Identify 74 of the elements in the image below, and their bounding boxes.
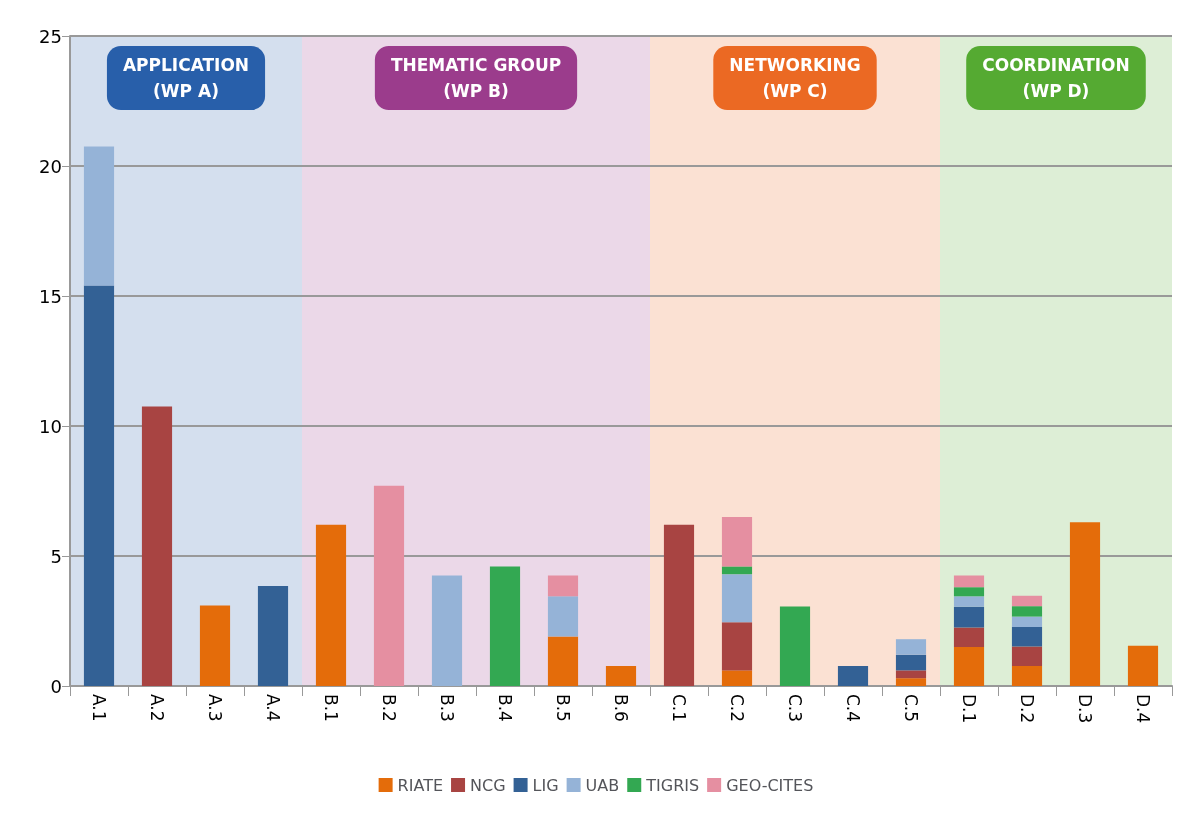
x-tick-label: D.4 (1133, 694, 1153, 724)
bar (721, 670, 753, 686)
x-tick-label: A.2 (147, 694, 167, 722)
y-tick-label: 10 (39, 415, 62, 437)
bar (547, 636, 579, 686)
bar (895, 670, 927, 679)
y-tick-label: 0 (50, 675, 62, 697)
bar (141, 406, 173, 686)
bar (83, 146, 115, 286)
legend-label: RIATE (397, 775, 444, 795)
band-label: NETWORKING (WP C) (729, 55, 861, 101)
bar (895, 654, 927, 671)
bar (779, 606, 811, 686)
x-tick-label: C.4 (843, 694, 863, 723)
x-tick-label: B.4 (495, 694, 515, 722)
x-tick-label: B.6 (611, 694, 631, 722)
y-tick-label: 20 (39, 155, 62, 177)
x-tick-label: B.5 (553, 694, 573, 722)
x-tick-label: B.1 (321, 694, 341, 722)
bar (431, 575, 463, 686)
bar (721, 574, 753, 623)
bar (721, 622, 753, 671)
bar (83, 285, 115, 686)
bar (953, 647, 985, 686)
legend-label: UAB (585, 775, 620, 795)
y-tick-label: 15 (39, 285, 62, 307)
bar (663, 524, 695, 686)
bar (257, 585, 289, 686)
x-tick-label: B.3 (437, 694, 457, 722)
legend-label: TIGRIS (645, 775, 700, 795)
legend-label: LIG (532, 775, 559, 795)
bar (1011, 606, 1043, 617)
x-tick-label: C.2 (727, 694, 747, 723)
bar (1011, 626, 1043, 647)
bar (1011, 595, 1043, 607)
bar (1011, 646, 1043, 666)
bar (315, 524, 347, 686)
x-tick-label: C.3 (785, 694, 805, 723)
x-tick-label: C.5 (901, 694, 921, 723)
bar (953, 587, 985, 597)
bar (1127, 645, 1159, 686)
y-tick-label: 25 (39, 25, 62, 47)
x-tick-label: A.3 (205, 694, 225, 722)
bar (1011, 665, 1043, 686)
bar (489, 566, 521, 686)
x-tick-label: B.2 (379, 694, 399, 722)
band-label: COORDINATION (WP D) (982, 55, 1130, 101)
band-label: THEMATIC GROUP (WP B) (390, 55, 562, 101)
x-tick-label: A.1 (89, 694, 109, 722)
band-label: APPLICATION (WP A) (122, 55, 250, 101)
x-tick-label: D.1 (959, 694, 979, 724)
x-tick-label: D.2 (1017, 694, 1037, 724)
bar (953, 627, 985, 647)
x-tick-label: C.1 (669, 694, 689, 723)
x-tick-label: A.4 (263, 694, 283, 722)
bar (953, 596, 985, 607)
bar (953, 606, 985, 628)
bar (1011, 616, 1043, 627)
bar (547, 596, 579, 637)
bar (721, 517, 753, 567)
bar (373, 485, 405, 686)
legend-label: NCG (470, 775, 506, 795)
legend-label: GEO-CITES (726, 775, 814, 795)
bar (953, 575, 985, 588)
bar (547, 575, 579, 597)
bar (895, 639, 927, 655)
bar (721, 566, 753, 575)
bar (837, 665, 869, 686)
bar (199, 605, 231, 686)
y-tick-label: 5 (50, 545, 62, 567)
bar (895, 678, 927, 686)
bar (1069, 522, 1101, 686)
bar (605, 665, 637, 686)
x-tick-label: D.3 (1075, 694, 1095, 724)
